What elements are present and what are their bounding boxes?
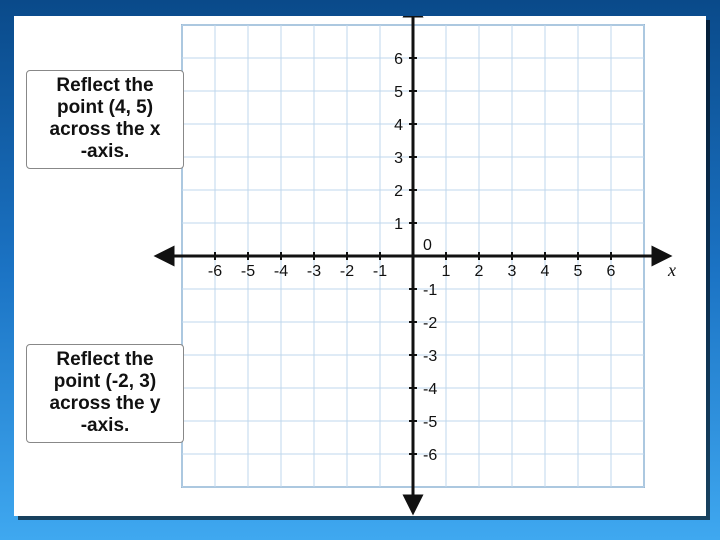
- callout-bot-line3: across the y: [50, 393, 161, 414]
- callout-reflect-x-axis: Reflect the point (4, 5) across the x -a…: [26, 70, 184, 169]
- callout-bot-line4: -axis.: [81, 415, 130, 436]
- svg-text:2: 2: [475, 263, 484, 280]
- callout-top-line2: point (4, 5): [57, 97, 153, 118]
- callout-top-line4: -axis.: [81, 141, 130, 162]
- svg-text:-3: -3: [307, 263, 321, 280]
- svg-text:x: x: [667, 260, 676, 280]
- svg-text:-2: -2: [340, 263, 354, 280]
- svg-text:-5: -5: [241, 263, 255, 280]
- svg-text:-1: -1: [373, 263, 387, 280]
- svg-text:1: 1: [394, 216, 403, 233]
- callout-top-line1: Reflect the: [56, 75, 153, 96]
- svg-text:1: 1: [442, 263, 451, 280]
- slide-outer: -6-5-4-3-2-11234560123456-1-2-3-4-5-6yx …: [0, 0, 720, 540]
- svg-text:2: 2: [394, 183, 403, 200]
- svg-text:0: 0: [423, 237, 432, 254]
- callout-reflect-y-axis: Reflect the point (-2, 3) across the y -…: [26, 344, 184, 443]
- svg-text:4: 4: [541, 263, 550, 280]
- callout-top-line3: across the x: [50, 119, 161, 140]
- svg-text:6: 6: [607, 263, 616, 280]
- svg-text:5: 5: [574, 263, 583, 280]
- svg-text:-5: -5: [423, 414, 437, 431]
- svg-text:3: 3: [508, 263, 517, 280]
- svg-text:6: 6: [394, 51, 403, 68]
- svg-text:3: 3: [394, 150, 403, 167]
- svg-text:4: 4: [394, 117, 403, 134]
- svg-text:5: 5: [394, 84, 403, 101]
- svg-text:-1: -1: [423, 282, 437, 299]
- callout-bot-line2: point (-2, 3): [54, 371, 156, 392]
- svg-text:-4: -4: [423, 381, 437, 398]
- callout-bot-line1: Reflect the: [56, 349, 153, 370]
- svg-text:-6: -6: [423, 447, 437, 464]
- svg-text:-6: -6: [208, 263, 222, 280]
- svg-text:-2: -2: [423, 315, 437, 332]
- svg-text:-3: -3: [423, 348, 437, 365]
- slide-card: -6-5-4-3-2-11234560123456-1-2-3-4-5-6yx …: [14, 16, 706, 516]
- svg-text:-4: -4: [274, 263, 288, 280]
